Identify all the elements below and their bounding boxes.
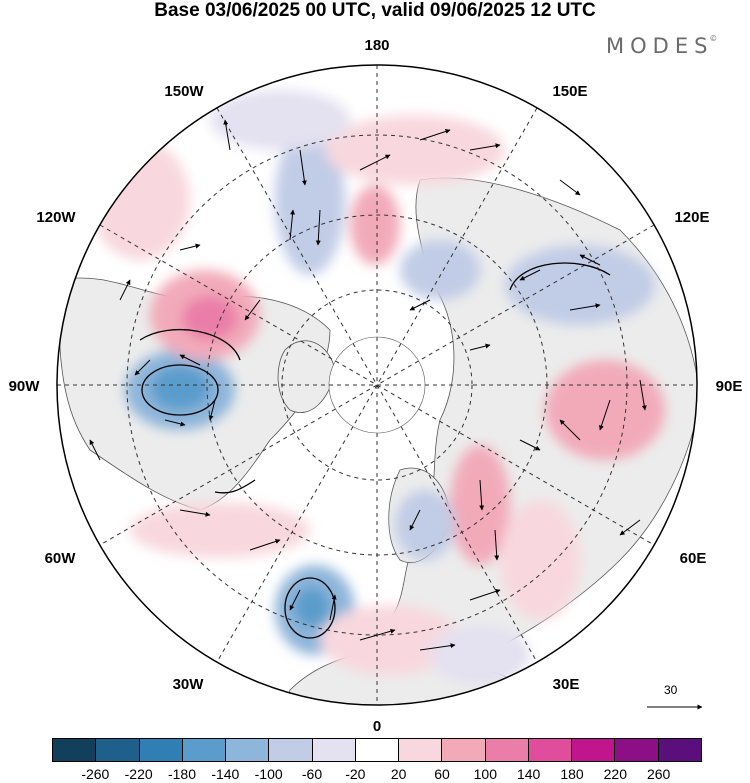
legend-tick-label: 180 [560,766,584,782]
map-title: Base 03/06/2025 00 UTC, valid 09/06/2025… [154,0,596,21]
legend-swatch [658,739,701,761]
positive-anomaly-core [182,296,238,340]
legend-swatch [312,739,356,761]
legend-swatch [269,739,313,761]
legend-swatch [399,739,443,761]
legend-tick-label: 140 [516,766,541,782]
legend-tick-label: -100 [254,766,283,782]
positive-anomaly [325,115,505,185]
lon-label-90w: 90W [9,378,41,395]
legend-tick-label: 20 [390,766,407,782]
lon-label-60w: 60W [45,550,77,567]
positive-anomaly [130,502,310,558]
negative-anomaly [505,245,655,325]
negative-anomaly [400,240,480,300]
legend-swatch [96,739,140,761]
reference-vector-label: 30 [664,683,678,697]
negative-anomaly [210,90,350,150]
legend-swatch [442,739,486,761]
positive-anomaly [545,360,665,460]
legend-swatch [53,739,97,761]
lon-label-60e: 60E [680,550,707,567]
lon-label-120w: 120W [36,209,76,226]
legend-swatch [572,739,616,761]
map-boundary [56,64,698,706]
height-contours [139,262,611,639]
legend-tick-label: 220 [603,766,628,782]
negative-anomaly-core [150,366,210,410]
legend-tick-label: 260 [646,766,671,782]
negative-anomaly [395,490,455,560]
wind-vectors [89,119,647,651]
positive-anomaly [320,605,460,675]
legend-tick-label: -220 [124,766,153,782]
lon-label-30w: 30W [173,676,205,693]
brand-logo: MODES© [606,34,717,58]
brand-text: MODES [606,34,714,58]
legend-tick-label: -180 [167,766,197,782]
lon-label-0: 0 [373,718,381,735]
positive-anomaly [500,500,580,620]
negative-anomaly-core [294,587,330,627]
legend-tick-label: 60 [434,766,450,782]
legend-swatch [355,739,400,761]
legend-swatch [485,739,529,761]
copyright-mark: © [709,34,718,43]
lon-label-150e: 150E [552,83,587,100]
legend-tick-label: -140 [211,766,240,782]
legend-swatch [182,739,227,761]
legend-tick-label: -60 [301,766,323,782]
color-legend [52,738,702,762]
legend-tick-label: -20 [345,766,366,782]
greenland-land [277,340,336,413]
positive-anomaly [90,140,190,260]
legend-swatch [528,739,573,761]
negative-anomaly [430,625,530,685]
lon-label-150w: 150W [164,83,204,100]
legend-tick-labels: -260 -220 -180 -140 -100 -60 -20 20 60 100 140 180 2… [52,766,702,782]
legend-swatch [615,739,659,761]
lon-label-180: 180 [364,37,389,54]
legend-tick-label: -260 [81,766,110,782]
lon-label-120e: 120E [674,209,709,226]
lon-label-30e: 30E [553,676,580,693]
legend-tick-label: 100 [473,766,498,782]
positive-anomaly [350,185,400,265]
lon-label-90e: 90E [716,378,743,395]
legend-swatch [226,739,270,761]
legend-swatch [139,739,183,761]
